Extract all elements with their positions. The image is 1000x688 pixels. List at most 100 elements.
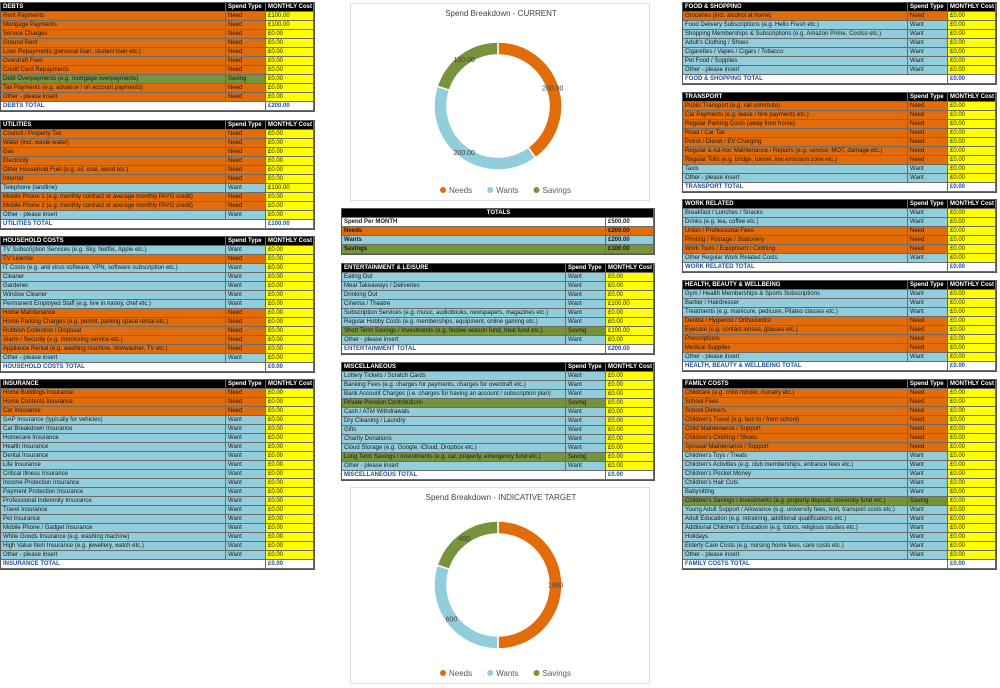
spend-type: Want — [226, 291, 266, 299]
item-label: Long Term Savings / Investments (e.g. ca… — [342, 453, 566, 461]
monthly-cost: £0.00 — [266, 255, 314, 263]
item-label: Dentist / Hygienist / Orthodontist — [683, 317, 908, 325]
monthly-cost: £0.00 — [266, 273, 314, 281]
monthly-cost: £0.00 — [606, 390, 654, 398]
spend-type: Want — [908, 290, 948, 298]
totals-value: £100.00 — [606, 245, 654, 253]
spend-type: Want — [566, 417, 606, 425]
total-row: HEALTH, BEAUTY & WELLBEING TOTAL £0.00 — [683, 362, 996, 371]
expense-row: Drinks (e.g. tea, coffee etc.) Want £0.00 — [683, 218, 996, 227]
spend-type: Want — [226, 497, 266, 505]
header-cell: MONTHLY Cost — [606, 363, 654, 371]
monthly-cost: £0.00 — [606, 318, 654, 326]
monthly-cost: £0.00 — [606, 462, 654, 470]
item-label: Alarm / Security (e.g. monitoring servic… — [1, 336, 226, 344]
expense-row: Long Term Savings / Investments (e.g. ca… — [342, 453, 654, 462]
monthly-cost: £0.00 — [948, 48, 996, 56]
header-row: INSURANCE Spend Type MONTHLY Cost — [1, 380, 314, 389]
expense-row: Home Buildings Insurance Need £0.00 — [1, 389, 314, 398]
expense-row: Young Adult Support / Allowance (e.g. un… — [683, 506, 996, 515]
monthly-cost: £0.00 — [606, 399, 654, 407]
item-label: Treatments (e.g. manicure, pedicure, Pil… — [683, 308, 908, 316]
monthly-cost: £0.00 — [948, 21, 996, 29]
item-label: Home Buildings Insurance — [1, 389, 226, 397]
monthly-cost: £0.00 — [948, 488, 996, 496]
header-cell: MONTHLY Cost — [266, 3, 314, 11]
header-cell: HEALTH, BEAUTY & WELLBEING — [683, 281, 908, 289]
total-label: HEALTH, BEAUTY & WELLBEING TOTAL — [683, 362, 948, 370]
item-label: Homecare Insurance — [1, 434, 226, 442]
totals-row: Needs £200.00 — [342, 227, 654, 236]
spend-type: Need — [226, 336, 266, 344]
monthly-cost: £0.00 — [948, 479, 996, 487]
total-label: UTILITIES TOTAL — [1, 220, 266, 228]
spend-type: Want — [908, 254, 948, 262]
item-label: Debt Overpayments (e.g. mortgage overpay… — [1, 75, 226, 83]
header-cell: TOTALS — [342, 209, 654, 217]
item-label: Professional Indemnity Insurance — [1, 497, 226, 505]
total-row: WORK RELATED TOTAL £0.00 — [683, 263, 996, 272]
expense-row: Dental Insurance Want £0.00 — [1, 452, 314, 461]
expense-row: Homecare Insurance Want £0.00 — [1, 434, 314, 443]
total-label: HOUSEHOLD COSTS TOTAL — [1, 363, 266, 371]
item-label: Child Maintenance / Support — [683, 425, 908, 433]
expense-row: Water (incl. waste water) Need £0.00 — [1, 139, 314, 148]
item-label: Pet Insurance — [1, 515, 226, 523]
total-value: £0.00 — [948, 75, 996, 83]
expense-row: Home Maintenance Need £0.00 — [1, 309, 314, 318]
monthly-cost: £0.00 — [948, 506, 996, 514]
item-label: Other - please insert — [1, 93, 226, 101]
expense-row: Other - please insert Want £0.00 — [683, 353, 996, 362]
header-cell: Spend Type — [226, 237, 266, 245]
expense-row: Eyecare (e.g. contact lenses, glasses et… — [683, 326, 996, 335]
expense-row: Telephone (landline) Want £100.00 — [1, 184, 314, 193]
item-label: Other - please insert — [1, 211, 226, 219]
spend-type: Want — [908, 533, 948, 541]
expense-row: Car Breakdown Insurance Want £0.00 — [1, 425, 314, 434]
spend-type: Need — [908, 227, 948, 235]
header-cell: Spend Type — [566, 363, 606, 371]
monthly-cost: £0.00 — [606, 336, 654, 344]
monthly-cost: £0.00 — [948, 434, 996, 442]
spend-type: Want — [226, 542, 266, 550]
item-label: Other Household Fuel (e.g. oil, coal, wo… — [1, 166, 226, 174]
item-label: Home Contents Insurance — [1, 398, 226, 406]
expense-row: Eating Out Want £0.00 — [342, 273, 654, 282]
monthly-cost: £0.00 — [948, 461, 996, 469]
item-label: Drinking Out — [342, 291, 566, 299]
expense-row: GAP Insurance (typically for vehicles) Wa… — [1, 416, 314, 425]
item-label: Cash / ATM Withdrawals — [342, 408, 566, 416]
item-label: Childcare (e.g. child minder, nursery et… — [683, 389, 908, 397]
item-label: Other - please insert — [1, 354, 226, 362]
expense-row: Window Cleaner Want £0.00 — [1, 291, 314, 300]
spend-type: Need — [226, 255, 266, 263]
totals-table: TOTALS Spend Per MONTH £500.00 Needs £200.00… — [341, 208, 655, 255]
totals-value: £200.00 — [606, 236, 654, 244]
spend-type: Need — [226, 21, 266, 29]
total-value: £0.00 — [948, 362, 996, 370]
legend-label: Wants — [496, 669, 518, 678]
spend-type: Need — [226, 130, 266, 138]
item-label: High Value Item Insurance (e.g. jeweller… — [1, 542, 226, 550]
spend-type: Need — [908, 236, 948, 244]
spend-type: Want — [226, 282, 266, 290]
expense-row: Children's Toys / Treats Want £0.00 — [683, 452, 996, 461]
spend-type: Need — [226, 30, 266, 38]
expense-row: Other Regular Work Related Costs Want £0.0… — [683, 254, 996, 263]
expense-row: Loan Repayments (personal loan, student … — [1, 48, 314, 57]
spend-type: Need — [908, 389, 948, 397]
spend-type: Need — [226, 318, 266, 326]
spend-type: Want — [566, 390, 606, 398]
spend-type: Want — [566, 291, 606, 299]
item-label: Regular & Ad-hoc Maintenance / Repairs (… — [683, 147, 908, 155]
item-label: Regular Tolls (e.g. bridge, tunnel, low … — [683, 156, 908, 164]
monthly-cost: £0.00 — [948, 308, 996, 316]
item-label: Other - please insert — [683, 353, 908, 361]
spend-type: Saving — [566, 327, 606, 335]
expense-row: Gas Need £0.00 — [1, 148, 314, 157]
monthly-cost: £0.00 — [948, 407, 996, 415]
spend-type: Need — [226, 57, 266, 65]
legend-label: Wants — [496, 186, 518, 195]
expense-row: Breakfast / Lunches / Snacks Want £0.00 — [683, 209, 996, 218]
